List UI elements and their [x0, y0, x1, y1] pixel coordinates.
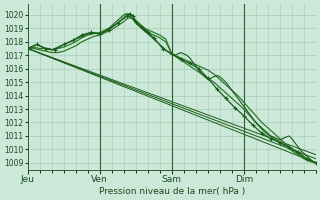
X-axis label: Pression niveau de la mer( hPa ): Pression niveau de la mer( hPa ) — [99, 187, 245, 196]
